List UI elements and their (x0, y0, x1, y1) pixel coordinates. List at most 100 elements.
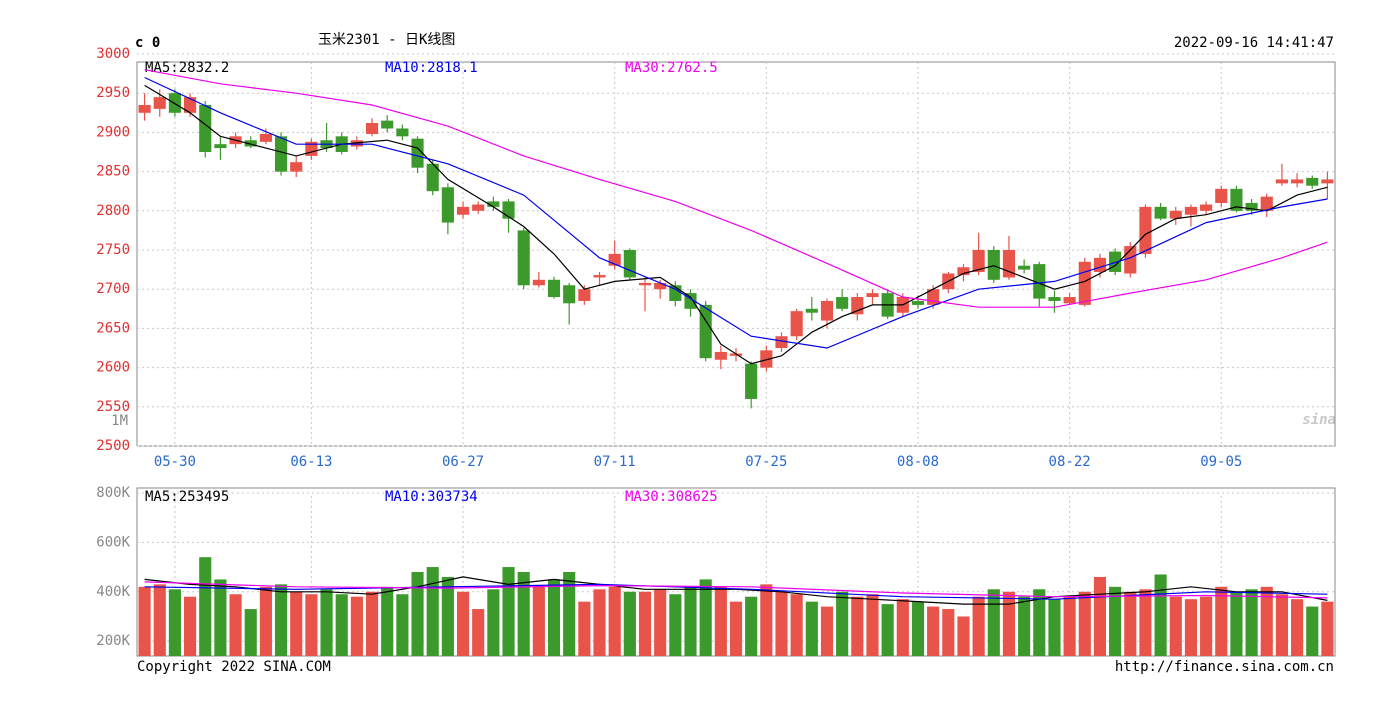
legend-entry: MA30:308625 (625, 489, 718, 505)
volume-bar (199, 557, 212, 656)
candle-body (1078, 261, 1091, 305)
volume-bar (517, 572, 530, 656)
source-url: http://finance.sina.com.cn (1115, 659, 1334, 675)
candle-body (199, 104, 212, 152)
volume-bar (699, 579, 712, 656)
x-tick-label: 05-30 (154, 454, 196, 470)
copyright: Copyright 2022 SINA.COM (137, 659, 331, 675)
unit-label: 1M (111, 413, 128, 429)
volume-bar (1018, 596, 1031, 656)
candle-body (563, 285, 576, 304)
candle-body (411, 138, 424, 168)
price-frame (136, 61, 1336, 447)
candle-body (214, 144, 227, 149)
candle-body (714, 351, 727, 360)
volume-bar (153, 584, 166, 656)
volume-bar (381, 586, 394, 656)
candle-body (1245, 202, 1258, 211)
candle-body (957, 267, 970, 276)
volume-bar (1063, 596, 1076, 656)
volume-bar (1184, 599, 1198, 656)
volume-bar (305, 594, 318, 656)
volume-bar (638, 591, 652, 656)
y-tick-label: 2950 (96, 85, 130, 101)
volume-bar (820, 606, 834, 656)
candle-body (578, 289, 591, 301)
candle-body (851, 297, 864, 315)
candle-body (623, 250, 636, 278)
volume-bar (1230, 591, 1243, 656)
candle-body (1063, 297, 1076, 304)
x-tick-label: 06-27 (442, 454, 484, 470)
volume-bar (927, 606, 940, 656)
volume-bar (502, 567, 515, 656)
volume-bar (1291, 599, 1304, 656)
volume-bar (426, 567, 439, 656)
candle-body (274, 136, 288, 172)
candle-body (1018, 265, 1031, 270)
volume-bar (487, 589, 500, 656)
y-tick-label: 2800 (96, 203, 130, 219)
candle-body (381, 120, 394, 129)
x-tick-label: 07-25 (745, 454, 787, 470)
corner-label: c 0 (135, 35, 160, 51)
candle-body (290, 162, 303, 172)
volume-bar (365, 591, 379, 656)
volume-bar (1200, 596, 1213, 656)
y-tick-label: 2750 (96, 242, 130, 258)
ma-line (144, 581, 1328, 599)
legend-entry: MA5:2832.2 (145, 60, 229, 76)
candle-body (487, 201, 500, 207)
volume-bar (274, 584, 288, 656)
watermark: sina (1302, 412, 1336, 428)
volume-bar (168, 589, 181, 656)
volume-bar (987, 589, 1000, 656)
candle-body (1260, 196, 1273, 211)
candle-body (805, 308, 818, 313)
y-tick-label: 3000 (96, 46, 130, 62)
volume-bar (1306, 606, 1319, 656)
volume-bar (1109, 586, 1122, 656)
volume-bar (184, 596, 197, 656)
volume-bar (1124, 591, 1137, 656)
candle-body (138, 104, 151, 113)
volume-bar (805, 601, 818, 656)
volume-bar (623, 591, 636, 656)
volume-bar (608, 586, 621, 656)
candle-body (1275, 179, 1288, 184)
y-tick-label: 2500 (96, 438, 130, 454)
candle-body (775, 336, 788, 348)
candle-body (1184, 206, 1198, 215)
volume-bar (547, 579, 561, 656)
volume-bar (745, 596, 758, 656)
candle-body (911, 300, 925, 305)
volume-bar (1154, 574, 1167, 656)
candle-body (866, 293, 879, 298)
y-tick-label: 200K (96, 633, 130, 649)
candle-body (593, 275, 606, 278)
volume-bar (1048, 599, 1061, 656)
volume-bar (654, 589, 667, 656)
legend-entry: MA10:2818.1 (385, 60, 478, 76)
candle-body (836, 297, 849, 309)
timestamp: 2022-09-16 14:41:47 (1174, 35, 1334, 51)
volume-bar (335, 594, 348, 656)
candle-body (532, 279, 545, 286)
candle-body (396, 128, 409, 137)
ma-line (144, 84, 1328, 365)
candle-body (790, 311, 803, 337)
volume-bar (244, 609, 257, 656)
candle-body (1169, 210, 1182, 219)
y-tick-label: 2900 (96, 124, 130, 140)
volume-bar (881, 604, 894, 656)
candle-body (608, 253, 621, 266)
ma-line (144, 583, 1328, 600)
volume-bar (851, 596, 864, 656)
volume-bar (942, 609, 955, 656)
y-tick-label: 2650 (96, 320, 130, 336)
x-tick-label: 08-08 (897, 454, 939, 470)
volume-bar (259, 586, 272, 656)
volume-bar (290, 591, 303, 656)
candle-body (441, 187, 454, 223)
y-tick-label: 2550 (96, 399, 130, 415)
